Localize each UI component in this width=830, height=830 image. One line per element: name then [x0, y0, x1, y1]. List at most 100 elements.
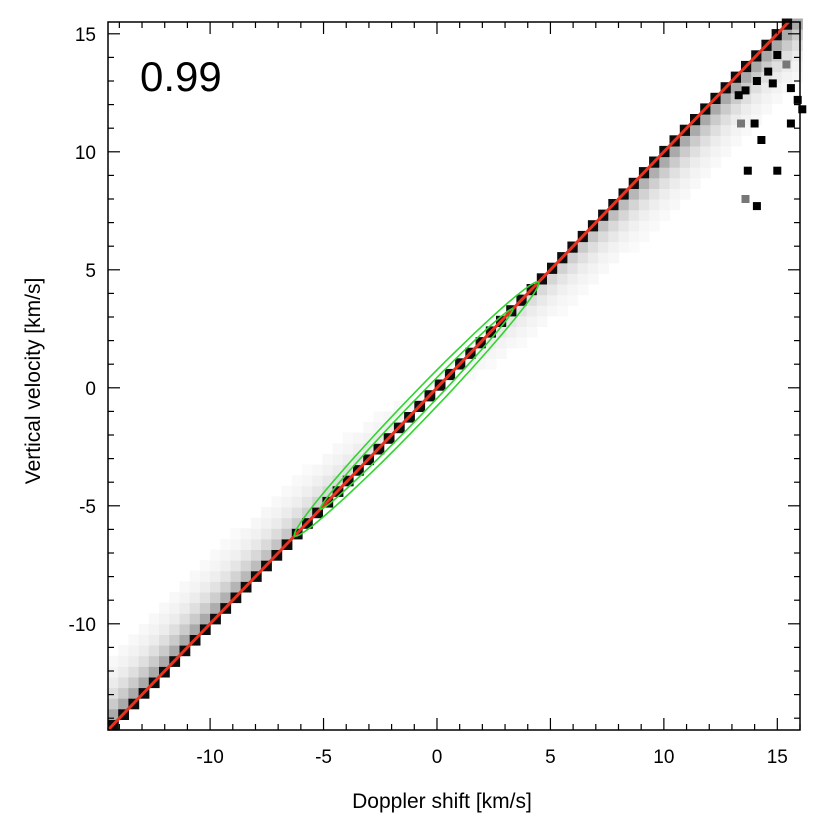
density-bin [353, 443, 364, 455]
density-bin [608, 220, 620, 232]
density-bin [628, 230, 640, 243]
density-bin [761, 71, 773, 83]
density-bin [210, 602, 221, 614]
density-bin [281, 528, 293, 540]
density-bin [210, 549, 221, 561]
density-bin [281, 485, 293, 497]
density-bin [751, 103, 762, 115]
density-bin [261, 507, 272, 519]
density-bin [649, 188, 660, 200]
density-bin [547, 305, 558, 317]
density-bin [536, 284, 548, 296]
density-bin [536, 315, 548, 327]
density-bin [598, 252, 609, 264]
density-bin [148, 655, 160, 667]
sparse-point [793, 95, 802, 104]
density-bin [281, 507, 293, 519]
density-bin [148, 623, 160, 635]
density-bin [649, 209, 660, 221]
density-bin [250, 517, 262, 529]
density-bin [567, 252, 579, 264]
density-bin [771, 60, 783, 73]
density-bin [210, 570, 221, 582]
density-bin [332, 475, 344, 487]
density-bin [638, 220, 650, 232]
density-bin [128, 666, 140, 678]
density-bin [659, 209, 671, 221]
density-bin [220, 560, 232, 572]
density-bin [240, 538, 252, 550]
sparse-point [752, 77, 761, 85]
density-bin [679, 188, 691, 200]
density-bin [598, 230, 609, 243]
density-bin [761, 92, 773, 104]
sparse-point [752, 202, 761, 211]
density-bin [485, 337, 497, 349]
density-bin [128, 655, 140, 667]
density-bin [118, 645, 129, 657]
density-bin [250, 560, 262, 572]
density-bin [618, 230, 630, 243]
density-bin [618, 209, 630, 221]
density-bin [638, 230, 650, 243]
density-bin [557, 305, 568, 317]
plot-frame [107, 21, 801, 731]
density-bin [220, 581, 232, 593]
density-bin [169, 602, 181, 614]
density-bin [710, 156, 722, 168]
density-bin [587, 273, 599, 285]
density-bin [230, 570, 242, 582]
density-bin [199, 570, 211, 582]
density-bin [741, 103, 752, 115]
density-bin [730, 103, 742, 115]
density-bin [781, 29, 793, 41]
density-bin [108, 708, 119, 720]
density-bin [700, 124, 711, 136]
density-bin [730, 135, 742, 147]
density-bin [342, 464, 354, 476]
density-bin [608, 252, 620, 264]
density-bin [138, 666, 150, 678]
density-bin [496, 337, 507, 349]
density-bin [587, 262, 599, 274]
density-bin [199, 581, 211, 593]
density-bin [679, 145, 691, 158]
y-tick-label: 15 [75, 25, 96, 46]
x-tick-label: 5 [545, 747, 556, 768]
density-bin [148, 666, 160, 678]
density-bin [189, 602, 201, 614]
density-bin [250, 538, 262, 550]
density-bin [649, 199, 660, 211]
density-bin [189, 613, 201, 625]
density-bin [342, 453, 354, 466]
density-bin [108, 676, 119, 689]
density-bin [271, 507, 283, 519]
density-bin [506, 337, 517, 349]
sparse-point [786, 119, 795, 128]
density-bin [669, 145, 681, 158]
density-bin [506, 326, 517, 338]
y-axis-title: Vertical velocity [km/s] [22, 278, 45, 485]
density-bin [199, 591, 211, 604]
density-bin [730, 114, 742, 126]
density-bin [710, 145, 722, 158]
density-bin [169, 645, 181, 657]
density-bin [628, 188, 640, 200]
density-bin [240, 528, 252, 540]
density-bin [792, 29, 803, 41]
density-bin [679, 135, 691, 147]
density-bin [659, 167, 671, 179]
density-bin [332, 453, 344, 466]
density-bin [250, 549, 262, 561]
density-bin [496, 326, 507, 338]
y-tick-label: 5 [85, 261, 96, 282]
density-bin [281, 517, 293, 529]
density-bin [557, 262, 568, 274]
density-bin [240, 570, 252, 582]
x-tick-label: 15 [767, 747, 788, 768]
density-bin [516, 326, 528, 338]
density-bin [577, 241, 589, 253]
density-bin [230, 528, 242, 540]
density-bin [312, 464, 323, 476]
density-bin [128, 634, 140, 646]
